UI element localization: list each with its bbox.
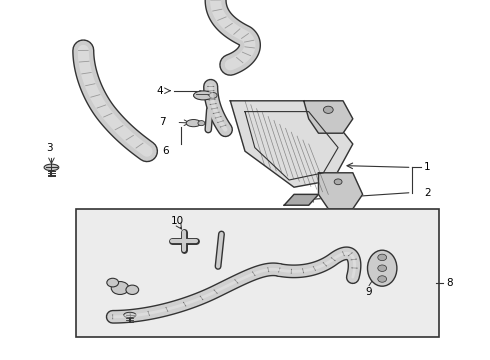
Polygon shape xyxy=(284,194,318,205)
Text: 8: 8 xyxy=(446,278,453,288)
Circle shape xyxy=(378,265,387,271)
Text: 5: 5 xyxy=(208,102,215,112)
Polygon shape xyxy=(304,101,353,133)
Circle shape xyxy=(209,93,217,98)
Text: 4: 4 xyxy=(157,86,164,96)
Text: 6: 6 xyxy=(162,146,169,156)
FancyBboxPatch shape xyxy=(76,209,439,337)
Circle shape xyxy=(198,121,205,126)
Text: 10: 10 xyxy=(171,216,184,226)
Text: 3: 3 xyxy=(46,143,52,153)
Circle shape xyxy=(378,254,387,261)
Text: 9: 9 xyxy=(365,287,372,297)
Text: 2: 2 xyxy=(424,188,431,198)
Text: 7: 7 xyxy=(159,117,166,127)
Ellipse shape xyxy=(44,164,59,171)
Ellipse shape xyxy=(194,91,213,100)
Ellipse shape xyxy=(186,120,201,127)
Circle shape xyxy=(111,282,129,294)
Polygon shape xyxy=(230,101,353,187)
Circle shape xyxy=(107,278,119,287)
Ellipse shape xyxy=(368,250,397,286)
Text: 1: 1 xyxy=(424,162,431,172)
Polygon shape xyxy=(318,173,363,209)
Circle shape xyxy=(323,106,333,113)
Circle shape xyxy=(334,179,342,185)
Ellipse shape xyxy=(123,312,136,318)
Circle shape xyxy=(378,276,387,282)
Circle shape xyxy=(126,285,139,294)
